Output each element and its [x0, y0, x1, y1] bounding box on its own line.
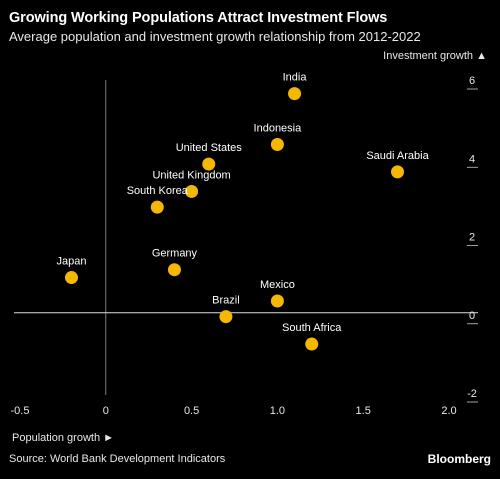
source-note: Source: World Bank Development Indicator… — [9, 453, 226, 465]
point-label: India — [283, 72, 308, 84]
point-label: United States — [176, 142, 243, 154]
data-point — [64, 271, 78, 285]
chart-title: Growing Working Populations Attract Inve… — [9, 10, 388, 26]
point-label: United Kingdom — [152, 169, 230, 181]
point-label: Mexico — [260, 279, 295, 291]
data-point — [270, 138, 284, 152]
x-tick-label: 0 — [103, 405, 109, 417]
x-tick-label: 0.5 — [184, 405, 199, 417]
point-label: Saudi Arabia — [366, 150, 429, 162]
point-label: Brazil — [212, 295, 240, 307]
y-axis-label: Investment growth ▲ — [383, 50, 487, 62]
y-tick-label: 2 — [469, 232, 475, 244]
brand-logo: Bloomberg — [427, 452, 491, 466]
chart-subtitle: Average population and investment growth… — [9, 29, 421, 44]
y-tick-label: 0 — [469, 310, 475, 322]
point-label: Japan — [56, 256, 86, 268]
x-tick-label: 1.5 — [356, 405, 371, 417]
x-tick-label: 1.0 — [270, 405, 285, 417]
data-point — [305, 337, 319, 351]
point-label: South Korea — [127, 185, 189, 197]
data-point — [391, 165, 405, 179]
y-tick-label: 6 — [469, 75, 475, 87]
axes-group — [14, 80, 478, 395]
data-point — [150, 200, 164, 214]
ticks-group: -0.5 0 0.5 1.0 1.5 2.0 -2 0 2 4 6 — [11, 75, 478, 417]
data-point — [270, 294, 284, 308]
x-axis-label: Population growth ► — [12, 432, 115, 444]
points-group — [64, 87, 405, 351]
y-tick-label: -2 — [467, 388, 477, 400]
data-point — [202, 157, 216, 171]
point-label: Indonesia — [254, 123, 303, 135]
point-label: South Africa — [282, 322, 342, 334]
point-label: Germany — [152, 248, 198, 260]
data-point — [167, 263, 181, 277]
data-point — [288, 87, 302, 101]
data-point — [185, 184, 199, 198]
x-tick-label: -0.5 — [11, 405, 30, 417]
data-point — [219, 310, 233, 324]
y-tick-label: 4 — [469, 153, 475, 165]
point-labels-group: India Indonesia Saudi Arabia United States U… — [56, 72, 429, 334]
x-tick-label: 2.0 — [441, 405, 456, 417]
